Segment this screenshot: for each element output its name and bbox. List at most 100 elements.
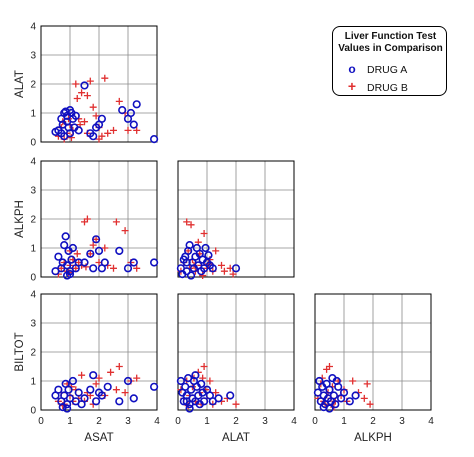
data-point-drug-a xyxy=(74,126,83,135)
data-point-drug-a xyxy=(91,397,101,406)
data-point-drug-a xyxy=(176,376,185,386)
data-point-drug-a xyxy=(67,255,76,264)
data-point-drug-b xyxy=(366,400,374,408)
data-point-drug-a xyxy=(86,385,95,394)
data-point-drug-b xyxy=(212,389,220,397)
y-tick-label: 4 xyxy=(30,290,36,301)
data-point-drug-a xyxy=(329,391,338,400)
y-tick-label: 2 xyxy=(30,348,36,359)
x-tick-label: 4 xyxy=(154,416,160,427)
x-tick-label: 2 xyxy=(370,416,376,427)
data-point-drug-a xyxy=(150,258,159,267)
data-point-drug-a xyxy=(185,241,194,250)
data-point-drug-b xyxy=(82,263,90,271)
legend-label-drug-b: DRUG B xyxy=(367,82,408,94)
data-point-drug-b xyxy=(121,389,129,397)
y-tick-label: 3 xyxy=(30,51,36,62)
data-point-drug-a xyxy=(332,376,341,386)
data-point-drug-a xyxy=(71,111,80,120)
data-point-drug-a xyxy=(132,100,141,109)
data-point-drug-b xyxy=(89,103,97,111)
data-point-drug-a xyxy=(345,397,354,406)
data-point-drug-b xyxy=(115,363,123,370)
circle-marker-icon: o xyxy=(348,62,356,76)
x-axis-label: ALAT xyxy=(222,432,250,444)
y-tick-label: 0 xyxy=(30,273,36,284)
data-point-drug-b xyxy=(124,126,132,134)
legend-item-drug-a: o DRUG A xyxy=(343,62,407,76)
data-point-drug-b xyxy=(92,235,100,243)
data-point-drug-b xyxy=(72,80,80,88)
data-point-drug-b xyxy=(349,377,357,385)
panel-frame xyxy=(40,160,158,278)
data-point-drug-a xyxy=(103,382,112,391)
data-point-drug-b xyxy=(363,380,371,388)
data-point-drug-a xyxy=(115,246,124,255)
data-point-drug-a xyxy=(192,243,201,253)
y-axis-label: ALKPH xyxy=(14,200,26,238)
x-axis-label: ALKPH xyxy=(354,432,392,444)
data-point-drug-b xyxy=(232,400,240,408)
data-point-drug-a xyxy=(65,105,75,115)
data-point-drug-a xyxy=(74,388,83,397)
data-point-drug-a xyxy=(123,376,133,386)
data-point-drug-b xyxy=(187,221,195,229)
data-point-drug-a xyxy=(89,264,98,273)
data-point-drug-a xyxy=(54,252,63,261)
y-tick-label: 1 xyxy=(30,244,36,255)
data-point-drug-a xyxy=(91,235,101,244)
legend-label-drug-a: DRUG A xyxy=(367,64,408,76)
data-point-drug-b xyxy=(81,118,88,126)
data-point-drug-b xyxy=(92,380,100,388)
data-point-drug-a xyxy=(65,270,75,279)
data-point-drug-b xyxy=(200,230,208,237)
data-point-drug-a xyxy=(204,251,213,260)
data-point-drug-a xyxy=(197,379,206,389)
legend: Liver Function Test Values in Comparison… xyxy=(332,26,447,96)
data-point-drug-b xyxy=(199,272,207,280)
x-tick-label: 0 xyxy=(312,416,318,427)
data-point-drug-b xyxy=(115,97,123,105)
x-axis-label: ASAT xyxy=(84,432,113,444)
data-point-drug-a xyxy=(129,394,138,403)
data-point-drug-b xyxy=(83,92,91,100)
panel-frame xyxy=(177,293,295,411)
data-point-drug-a xyxy=(331,400,340,409)
data-point-drug-a xyxy=(181,252,190,261)
data-point-drug-a xyxy=(80,81,89,90)
data-point-drug-a xyxy=(97,114,106,123)
x-tick-label: 1 xyxy=(67,416,73,427)
data-point-drug-a xyxy=(94,388,104,397)
legend-title-line1: Liver Function Test xyxy=(344,31,437,42)
panel-frame xyxy=(177,160,295,278)
legend-item-drug-b: + DRUG B xyxy=(343,78,408,94)
y-tick-label: 0 xyxy=(30,138,36,149)
data-point-drug-a xyxy=(64,385,73,394)
data-point-drug-b xyxy=(73,95,81,102)
y-tick-label: 4 xyxy=(30,157,36,168)
data-point-drug-a xyxy=(61,232,70,241)
data-point-drug-a xyxy=(118,105,127,115)
data-point-drug-b xyxy=(206,377,214,385)
data-point-drug-a xyxy=(129,258,138,267)
data-point-drug-b xyxy=(86,77,94,85)
data-point-drug-b xyxy=(104,129,112,137)
data-point-drug-b xyxy=(78,89,86,97)
y-tick-label: 1 xyxy=(30,109,36,120)
data-point-drug-a xyxy=(185,404,194,413)
x-tick-label: 1 xyxy=(341,416,347,427)
data-point-drug-a xyxy=(57,114,66,123)
panel-frame xyxy=(314,293,432,411)
data-point-drug-a xyxy=(80,258,89,267)
data-point-drug-a xyxy=(186,271,196,280)
y-tick-label: 2 xyxy=(30,80,36,91)
x-tick-label: 4 xyxy=(428,416,434,427)
data-point-drug-b xyxy=(107,368,115,376)
data-point-drug-b xyxy=(95,374,103,382)
data-point-drug-a xyxy=(351,391,360,400)
data-point-drug-b xyxy=(101,74,109,82)
data-point-drug-b xyxy=(110,264,117,272)
data-point-drug-a xyxy=(86,249,95,258)
data-point-drug-a xyxy=(62,404,72,413)
